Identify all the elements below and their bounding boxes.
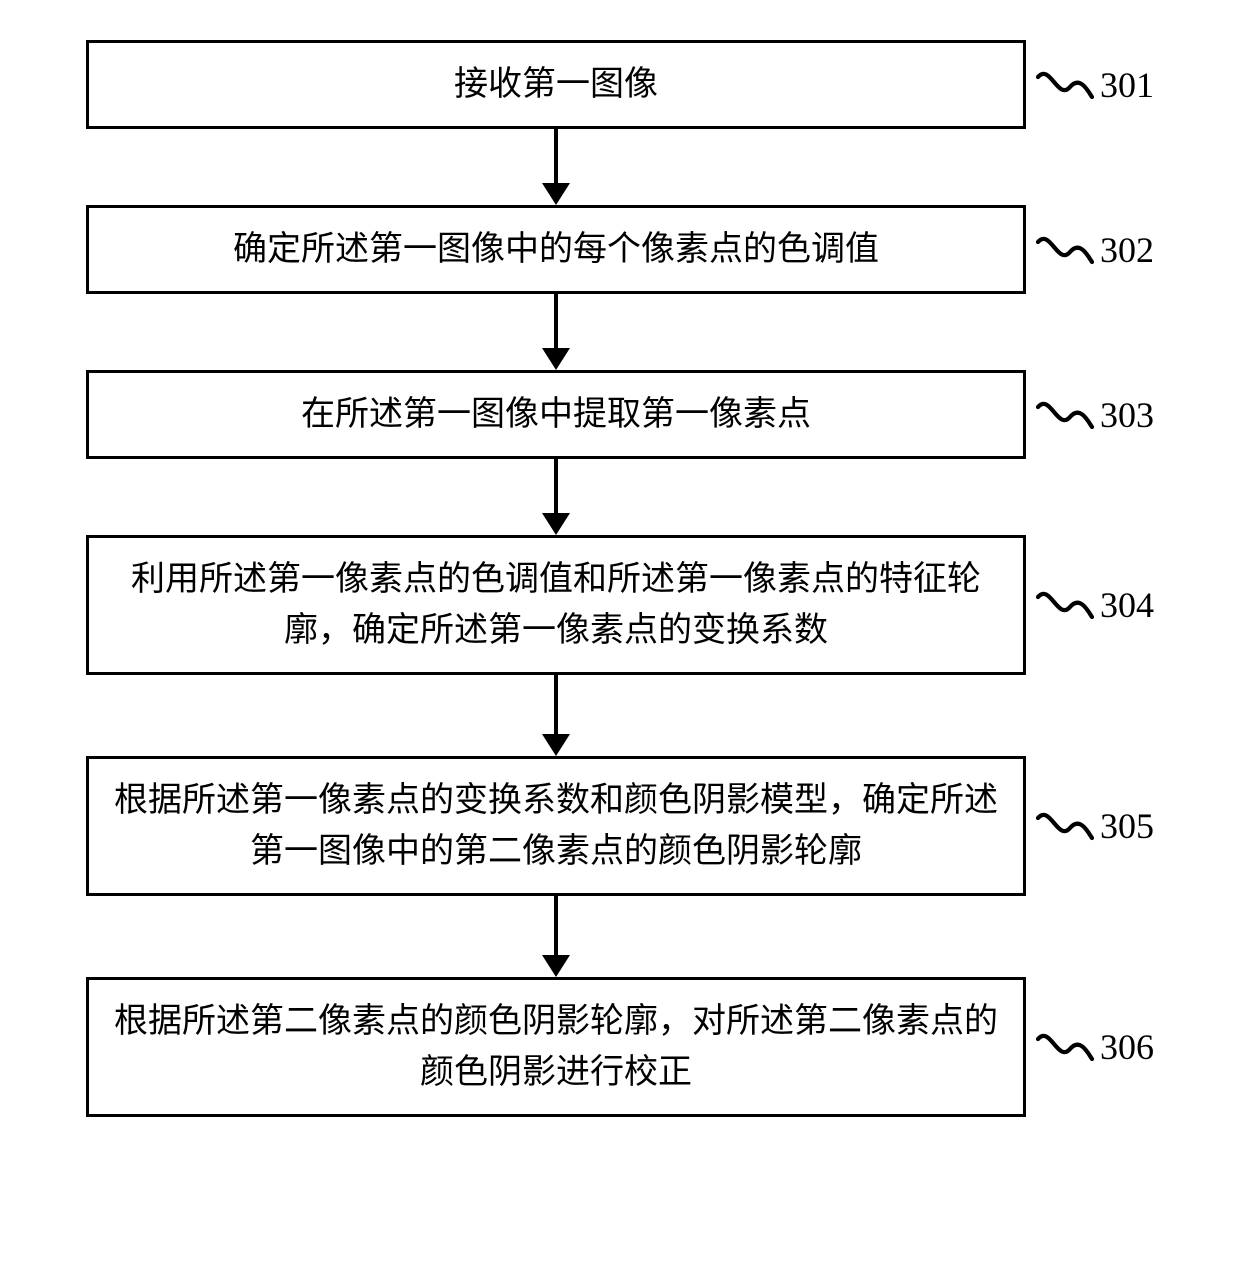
step-label-wrap: 305 <box>1036 808 1154 844</box>
flow-step-box: 根据所述第一像素点的变换系数和颜色阴影模型，确定所述第一图像中的第二像素点的颜色… <box>86 756 1026 896</box>
step-label: 303 <box>1100 397 1154 433</box>
flow-step-row: 根据所述第二像素点的颜色阴影轮廓，对所述第二像素点的颜色阴影进行校正 306 <box>86 977 1154 1117</box>
flow-step-text: 接收第一图像 <box>454 59 658 110</box>
flow-step-text: 确定所述第一图像中的每个像素点的色调值 <box>233 224 879 275</box>
flow-arrow-row: 000 <box>86 294 1154 370</box>
flow-arrow-row: 000 <box>86 129 1154 205</box>
flow-arrow <box>542 294 570 370</box>
flow-arrow <box>542 129 570 205</box>
flow-step-box: 在所述第一图像中提取第一像素点 <box>86 370 1026 459</box>
arrow-head-icon <box>542 513 570 535</box>
arrow-shaft <box>554 896 558 956</box>
step-label: 304 <box>1100 587 1154 623</box>
tilde-connector-icon <box>1036 1029 1094 1065</box>
step-label: 302 <box>1100 232 1154 268</box>
flow-step-box: 确定所述第一图像中的每个像素点的色调值 <box>86 205 1026 294</box>
arrow-head-icon <box>542 734 570 756</box>
flow-step-text: 利用所述第一像素点的色调值和所述第一像素点的特征轮廓，确定所述第一像素点的变换系… <box>111 554 1001 656</box>
flow-step-box: 利用所述第一像素点的色调值和所述第一像素点的特征轮廓，确定所述第一像素点的变换系… <box>86 535 1026 675</box>
step-label: 301 <box>1100 67 1154 103</box>
flow-step-text: 根据所述第一像素点的变换系数和颜色阴影模型，确定所述第一图像中的第二像素点的颜色… <box>111 775 1001 877</box>
step-label-wrap: 301 <box>1036 67 1154 103</box>
flow-arrow <box>542 675 570 756</box>
flow-step-row: 在所述第一图像中提取第一像素点 303 <box>86 370 1154 459</box>
flow-arrow-row: 000 <box>86 675 1154 756</box>
arrow-head-icon <box>542 955 570 977</box>
step-label-wrap: 303 <box>1036 397 1154 433</box>
step-label-wrap: 306 <box>1036 1029 1154 1065</box>
flow-arrow-row: 000 <box>86 459 1154 535</box>
arrow-shaft <box>554 129 558 184</box>
flow-arrow <box>542 459 570 535</box>
flow-step-text: 根据所述第二像素点的颜色阴影轮廓，对所述第二像素点的颜色阴影进行校正 <box>111 996 1001 1098</box>
tilde-connector-icon <box>1036 67 1094 103</box>
arrow-shaft <box>554 675 558 735</box>
step-label-wrap: 302 <box>1036 232 1154 268</box>
tilde-connector-icon <box>1036 232 1094 268</box>
flowchart-container: 接收第一图像301000确定所述第一图像中的每个像素点的色调值302000在所述… <box>70 40 1170 1117</box>
step-label: 305 <box>1100 808 1154 844</box>
flow-arrow <box>542 896 570 977</box>
flow-step-text: 在所述第一图像中提取第一像素点 <box>301 389 811 440</box>
flow-step-box: 根据所述第二像素点的颜色阴影轮廓，对所述第二像素点的颜色阴影进行校正 <box>86 977 1026 1117</box>
arrow-head-icon <box>542 348 570 370</box>
arrow-shaft <box>554 294 558 349</box>
tilde-connector-icon <box>1036 808 1094 844</box>
flow-step-row: 接收第一图像 301 <box>86 40 1154 129</box>
tilde-connector-icon <box>1036 397 1094 433</box>
step-label-wrap: 304 <box>1036 587 1154 623</box>
step-label: 306 <box>1100 1029 1154 1065</box>
arrow-head-icon <box>542 183 570 205</box>
flow-step-row: 确定所述第一图像中的每个像素点的色调值 302 <box>86 205 1154 294</box>
flow-step-row: 根据所述第一像素点的变换系数和颜色阴影模型，确定所述第一图像中的第二像素点的颜色… <box>86 756 1154 896</box>
flow-step-row: 利用所述第一像素点的色调值和所述第一像素点的特征轮廓，确定所述第一像素点的变换系… <box>86 535 1154 675</box>
flow-arrow-row: 000 <box>86 896 1154 977</box>
arrow-shaft <box>554 459 558 514</box>
tilde-connector-icon <box>1036 587 1094 623</box>
flow-step-box: 接收第一图像 <box>86 40 1026 129</box>
